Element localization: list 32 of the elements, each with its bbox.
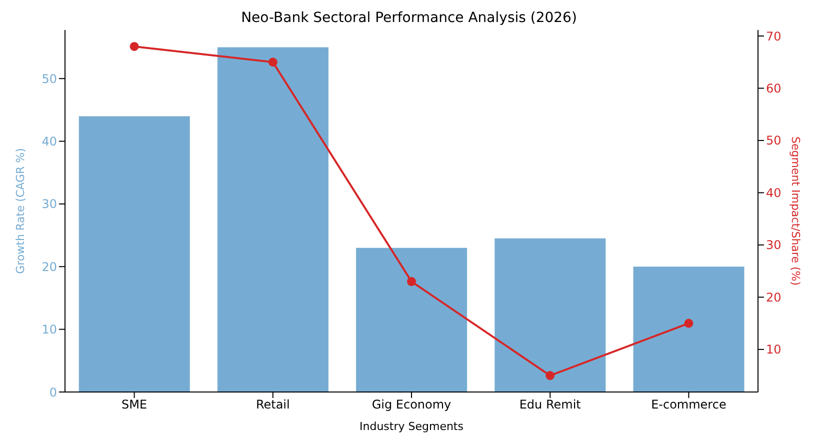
x-axis-title: Industry Segments (360, 420, 464, 433)
y-axis-title: Growth Rate (CAGR %) (14, 148, 27, 274)
point (268, 58, 278, 67)
bar (78, 116, 190, 392)
y-tick-label: 30 (42, 197, 57, 212)
chart-title: Neo-Bank Sectoral Performance Analysis (2026) (240, 10, 578, 26)
point (684, 318, 694, 328)
y-tick-label: 0 (49, 385, 57, 400)
y2-tick-label: 60 (766, 82, 782, 96)
y2-tick-label: 50 (766, 134, 782, 148)
x-tick-label: SME (122, 398, 148, 412)
y2-tick-label: 40 (766, 186, 782, 200)
point (130, 42, 139, 51)
y2-tick-label: 30 (766, 238, 782, 252)
x-tick-label: Gig Economy (372, 398, 452, 412)
point (546, 371, 555, 380)
bar (356, 248, 468, 392)
y2-tick-label: 10 (766, 342, 782, 357)
y-tick-label: 20 (42, 260, 57, 274)
y-tick-label: 10 (42, 322, 57, 337)
y-tick-label: 50 (42, 72, 57, 86)
y2-tick-label: 20 (766, 290, 782, 304)
bar (494, 238, 606, 392)
y2-tick-label: 70 (766, 29, 782, 44)
y2-axis-title: Segment Impact/Share (%) (789, 136, 802, 286)
x-tick-label: Edu Remit (519, 398, 582, 412)
bar (217, 47, 328, 392)
x-tick-label: Retail (256, 398, 290, 412)
point (407, 277, 416, 286)
x-tick-label: E-commerce (651, 398, 726, 412)
bar (633, 266, 744, 392)
y-tick-label: 40 (42, 134, 57, 149)
